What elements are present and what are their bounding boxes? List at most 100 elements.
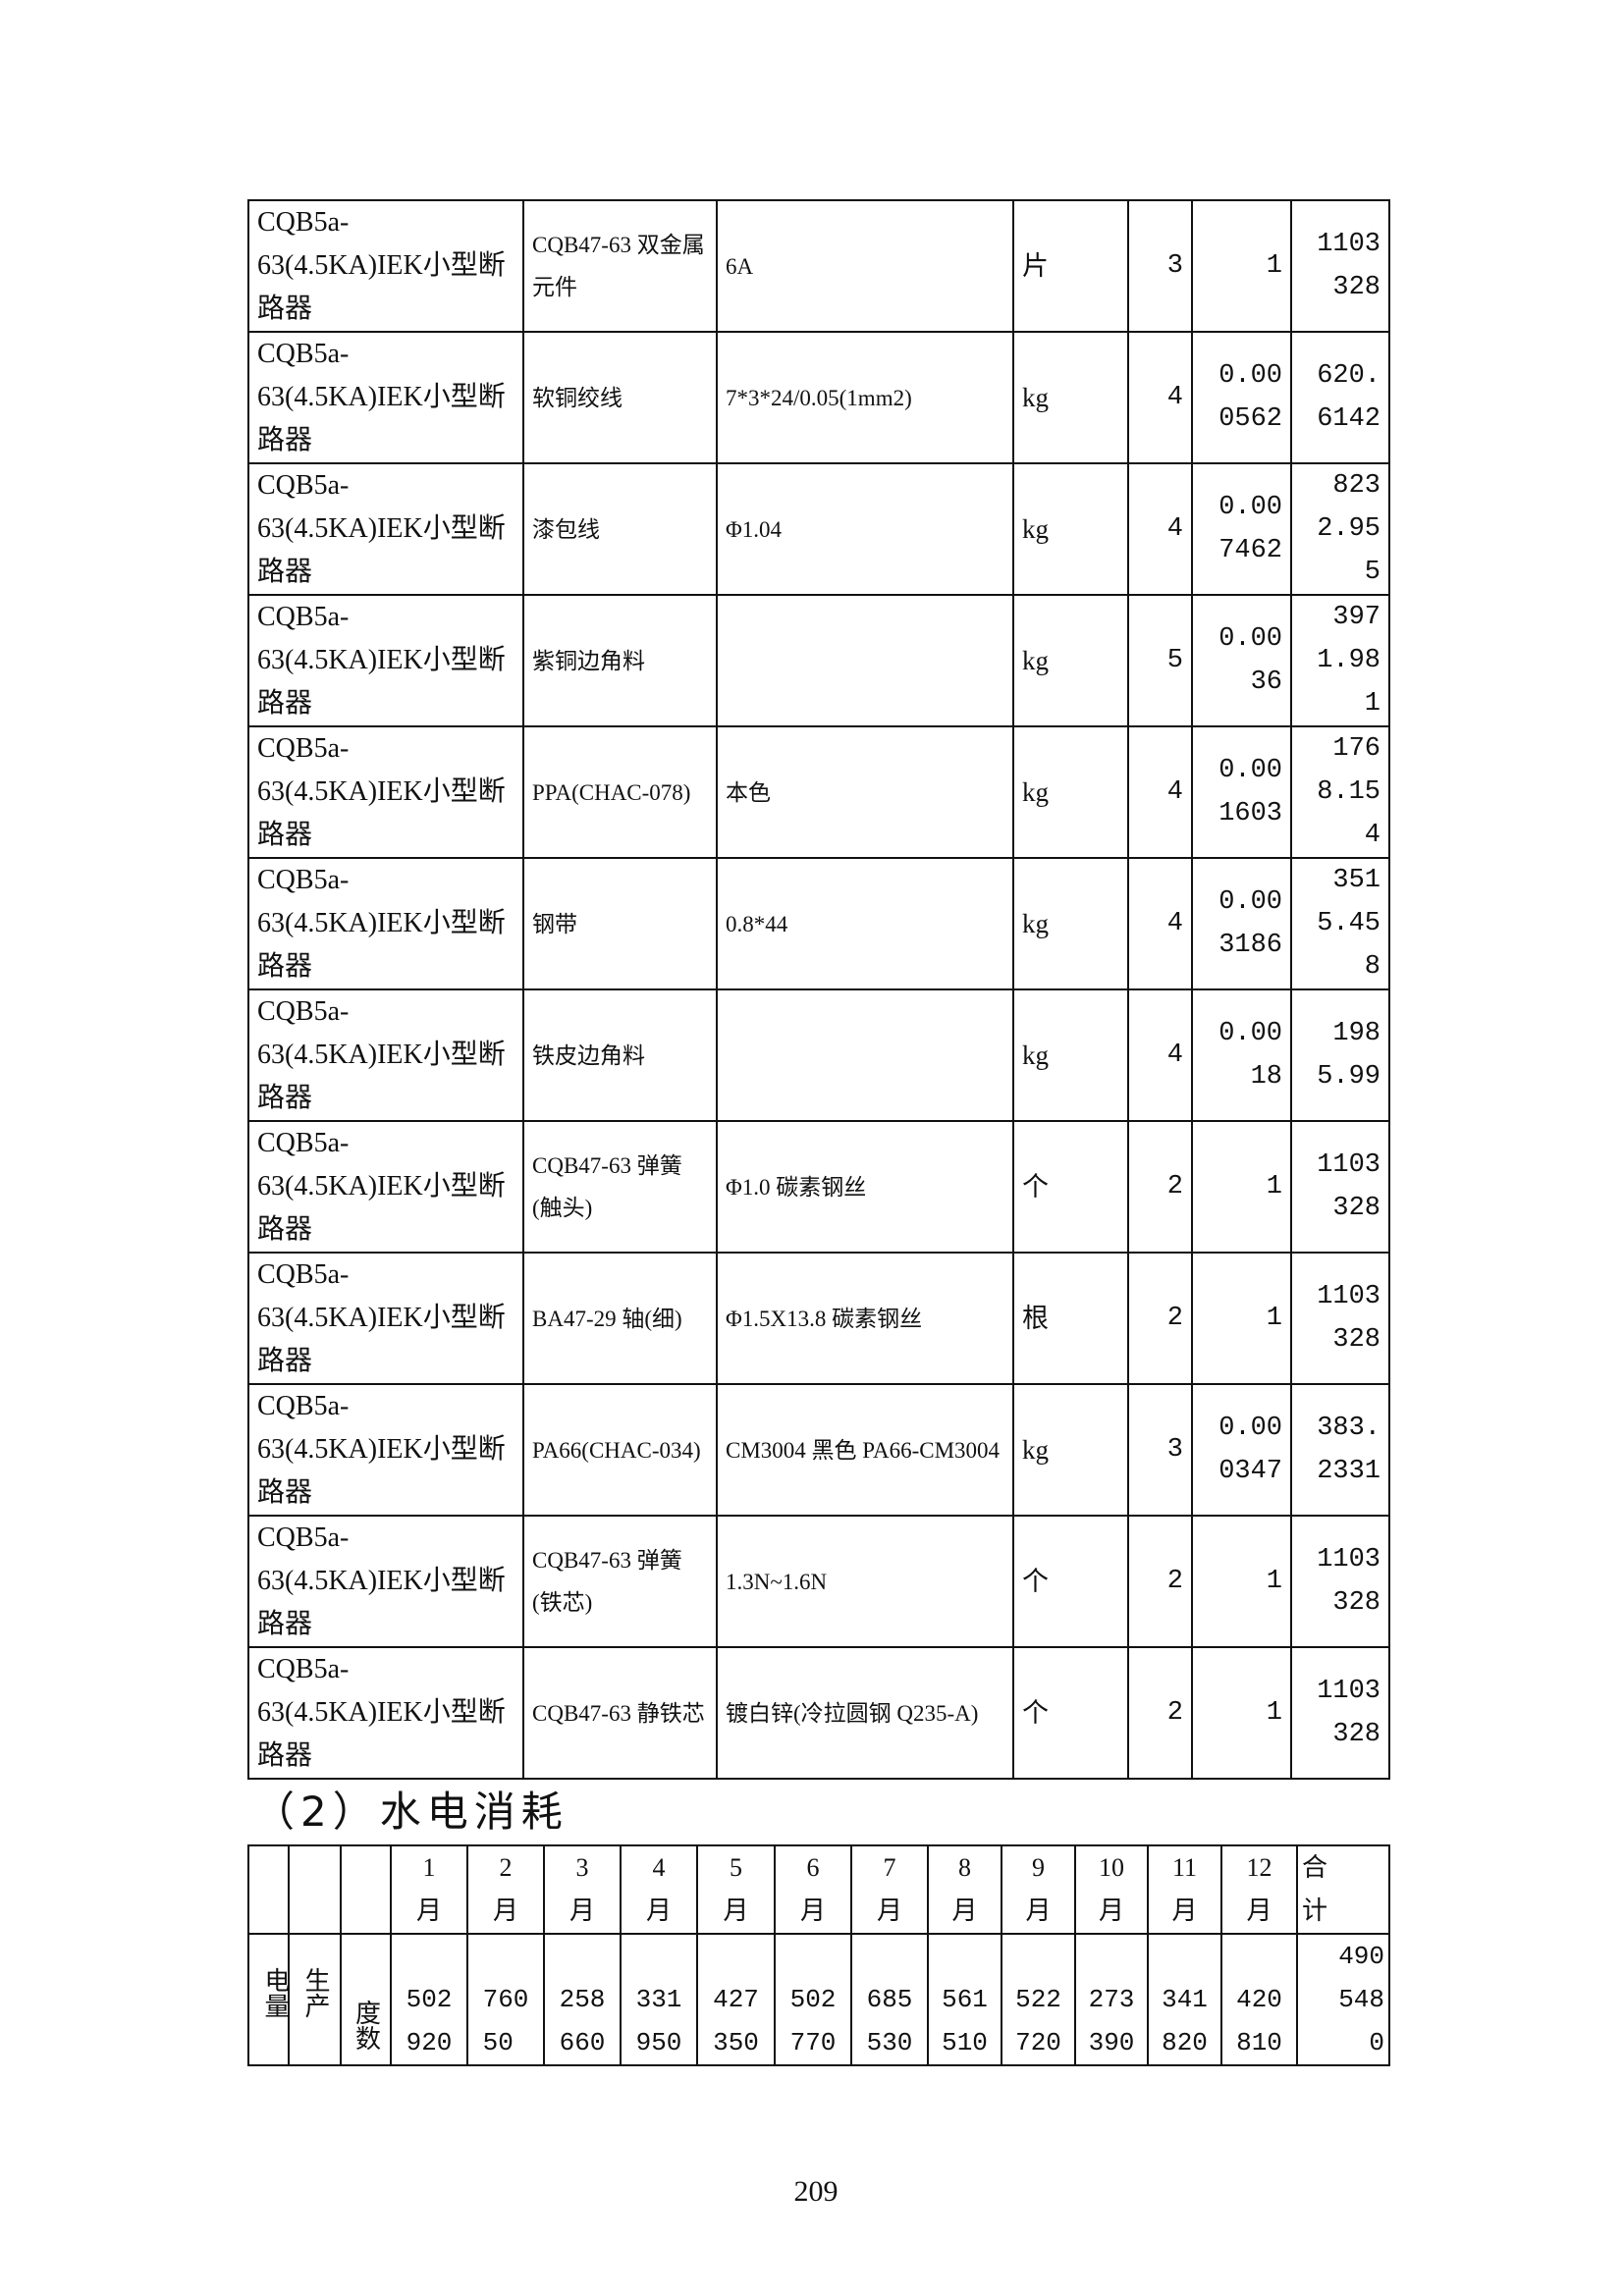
grade-value: 4 bbox=[1166, 514, 1183, 544]
spec-cell: 7*3*24/0.05(1mm2) bbox=[716, 331, 1014, 464]
material-value: 钢带 bbox=[532, 911, 577, 936]
quantity-value: 1103328 bbox=[1317, 1282, 1381, 1355]
month-value-cell: 76050 bbox=[466, 1933, 545, 2066]
product-cell: CQB5a-63(4.5KA)IEK小型断路器 bbox=[247, 1515, 524, 1648]
product-value: CQB5a-63(4.5KA)IEK小型断路器 bbox=[257, 470, 506, 587]
material-value: 漆包线 bbox=[532, 516, 600, 542]
spec-value: 1.3N~1.6N bbox=[726, 1569, 828, 1594]
table-row: CQB5a-63(4.5KA)IEK小型断路器 钢带 0.8*44 kg 4 0.0031… bbox=[247, 857, 1390, 990]
unit-value: kg bbox=[1022, 1435, 1049, 1465]
month-value-cell: 502920 bbox=[390, 1933, 468, 2066]
unit-cell: 个 bbox=[1012, 1646, 1129, 1780]
total-value: 4905480 bbox=[1338, 1942, 1385, 2057]
unit-value: kg bbox=[1022, 646, 1049, 675]
quantity-cell: 1103328 bbox=[1290, 1252, 1390, 1385]
material-value: CQB47-63 双金属元件 bbox=[532, 233, 705, 299]
month-label: 11月 bbox=[1171, 1853, 1198, 1925]
quantity-cell: 1103328 bbox=[1290, 199, 1390, 333]
quantity-value: 1103328 bbox=[1317, 1677, 1381, 1749]
month-value-cell: 258660 bbox=[543, 1933, 622, 2066]
unit-consumption-value: 0.001603 bbox=[1218, 756, 1283, 828]
type-label: 生产 bbox=[301, 1967, 330, 2018]
spec-value: CM3004 黑色 PA66-CM3004 bbox=[726, 1437, 1001, 1463]
unit-consumption-value: 0.000347 bbox=[1218, 1414, 1283, 1486]
table-row: CQB5a-63(4.5KA)IEK小型断路器 BA47-29 轴(细) Φ1.5X… bbox=[247, 1252, 1390, 1385]
unit-value: kg bbox=[1022, 777, 1049, 807]
unit-value: kg bbox=[1022, 514, 1049, 544]
unit-consumption-cell: 1 bbox=[1191, 1252, 1292, 1385]
total-value-cell: 4905480 bbox=[1296, 1933, 1390, 2066]
product-cell: CQB5a-63(4.5KA)IEK小型断路器 bbox=[247, 1120, 524, 1254]
material-cell: CQB47-63 双金属元件 bbox=[522, 199, 718, 333]
material-value: 铁皮边角料 bbox=[532, 1042, 645, 1068]
month-label: 8月 bbox=[951, 1853, 978, 1925]
unit-cell: kg bbox=[1012, 331, 1129, 464]
product-cell: CQB5a-63(4.5KA)IEK小型断路器 bbox=[247, 725, 524, 859]
unit-cell: kg bbox=[1012, 1383, 1129, 1517]
month-value: 522720 bbox=[1015, 1985, 1061, 2057]
unit-cell: 片 bbox=[1012, 199, 1129, 333]
header-row: 1月 2月 3月 4月 5月 6月 7月 8月 9月 10月 11月 12月 合计 bbox=[247, 1844, 1390, 1935]
product-value: CQB5a-63(4.5KA)IEK小型断路器 bbox=[257, 1128, 506, 1245]
category-label: 电量 bbox=[261, 1967, 290, 2018]
month-header: 4月 bbox=[620, 1844, 698, 1935]
quantity-value: 1768.154 bbox=[1317, 734, 1381, 850]
grade-value: 2 bbox=[1166, 1567, 1183, 1596]
material-cell: CQB47-63 静铁芯 bbox=[522, 1646, 718, 1780]
grade-value: 4 bbox=[1166, 777, 1183, 807]
grade-value: 5 bbox=[1166, 646, 1183, 675]
grade-cell: 4 bbox=[1127, 725, 1193, 859]
total-header: 合计 bbox=[1296, 1844, 1390, 1935]
unit-value: 个 bbox=[1022, 1698, 1049, 1728]
unit-cell: 个 bbox=[1012, 1120, 1129, 1254]
month-label: 12月 bbox=[1246, 1853, 1272, 1925]
material-cell: 钢带 bbox=[522, 857, 718, 990]
month-header: 2月 bbox=[466, 1844, 545, 1935]
unit-cell: kg bbox=[1012, 462, 1129, 596]
grade-value: 3 bbox=[1166, 1435, 1183, 1465]
grade-cell: 4 bbox=[1127, 857, 1193, 990]
month-value: 502920 bbox=[406, 1985, 453, 2057]
material-value: CQB47-63 弹簧(触头) bbox=[532, 1153, 682, 1220]
quantity-cell: 1768.154 bbox=[1290, 725, 1390, 859]
table-row: CQB5a-63(4.5KA)IEK小型断路器 CQB47-63 弹簧(铁芯) 1.… bbox=[247, 1515, 1390, 1648]
table-row: CQB5a-63(4.5KA)IEK小型断路器 PA66(CHAC-034) CM3… bbox=[247, 1383, 1390, 1517]
month-header: 10月 bbox=[1074, 1844, 1149, 1935]
unit-value: 个 bbox=[1022, 1172, 1049, 1201]
table-row: CQB5a-63(4.5KA)IEK小型断路器 铁皮边角料 kg 4 0.0018 198… bbox=[247, 988, 1390, 1122]
type-cell: 生产 bbox=[288, 1933, 342, 2066]
product-cell: CQB5a-63(4.5KA)IEK小型断路器 bbox=[247, 331, 524, 464]
month-label: 5月 bbox=[723, 1853, 749, 1925]
quantity-cell: 383.2331 bbox=[1290, 1383, 1390, 1517]
product-value: CQB5a-63(4.5KA)IEK小型断路器 bbox=[257, 733, 506, 850]
month-header: 1月 bbox=[390, 1844, 468, 1935]
month-value: 273390 bbox=[1088, 1985, 1135, 2057]
grade-cell: 3 bbox=[1127, 1383, 1193, 1517]
quantity-cell: 3971.981 bbox=[1290, 594, 1390, 727]
month-label: 9月 bbox=[1025, 1853, 1052, 1925]
month-header: 12月 bbox=[1220, 1844, 1298, 1935]
grade-cell: 2 bbox=[1127, 1646, 1193, 1780]
table-row: CQB5a-63(4.5KA)IEK小型断路器 紫铜边角料 kg 5 0.0036 397… bbox=[247, 594, 1390, 727]
unit-consumption-cell: 0.001603 bbox=[1191, 725, 1292, 859]
materials-table: CQB5a-63(4.5KA)IEK小型断路器 CQB47-63 双金属元件 6A 片… bbox=[247, 199, 1390, 1780]
quantity-cell: 620.6142 bbox=[1290, 331, 1390, 464]
product-cell: CQB5a-63(4.5KA)IEK小型断路器 bbox=[247, 1252, 524, 1385]
quantity-cell: 1103328 bbox=[1290, 1120, 1390, 1254]
grade-cell: 3 bbox=[1127, 199, 1193, 333]
grade-value: 3 bbox=[1166, 251, 1183, 281]
product-cell: CQB5a-63(4.5KA)IEK小型断路器 bbox=[247, 988, 524, 1122]
quantity-value: 383.2331 bbox=[1317, 1414, 1381, 1486]
material-cell: PPA(CHAC-078) bbox=[522, 725, 718, 859]
product-value: CQB5a-63(4.5KA)IEK小型断路器 bbox=[257, 865, 506, 982]
quantity-value: 8232.955 bbox=[1317, 471, 1381, 587]
quantity-value: 3515.458 bbox=[1317, 866, 1381, 982]
grade-cell: 4 bbox=[1127, 462, 1193, 596]
month-value: 502770 bbox=[789, 1985, 837, 2057]
month-value: 76050 bbox=[482, 1985, 529, 2057]
month-value: 685530 bbox=[866, 1985, 913, 2057]
spec-cell: CM3004 黑色 PA66-CM3004 bbox=[716, 1383, 1014, 1517]
grade-cell: 2 bbox=[1127, 1252, 1193, 1385]
material-cell: BA47-29 轴(细) bbox=[522, 1252, 718, 1385]
month-label: 1月 bbox=[416, 1853, 443, 1925]
